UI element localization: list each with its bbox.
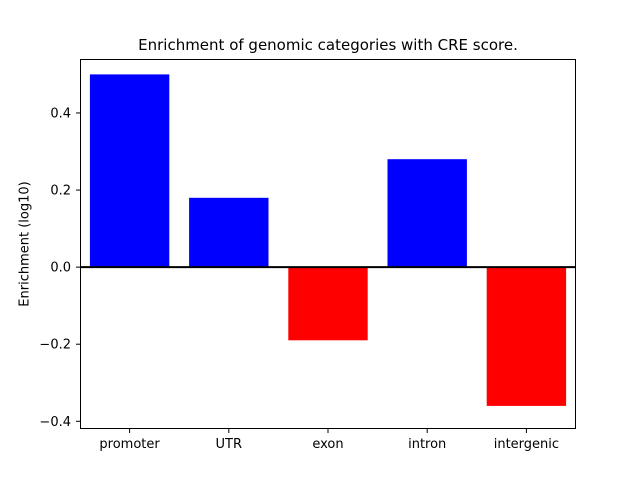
y-tick-label: 0.4 bbox=[50, 106, 71, 121]
y-axis-label: Enrichment (log10) bbox=[17, 181, 33, 307]
x-tick-label: UTR bbox=[216, 437, 243, 452]
y-tick-label: 0.0 bbox=[50, 261, 71, 276]
chart-title: Enrichment of genomic categories with CR… bbox=[138, 36, 518, 54]
x-tick-label: promoter bbox=[99, 437, 160, 452]
x-tick-label: intergenic bbox=[494, 437, 559, 452]
x-tick-label: exon bbox=[312, 437, 343, 452]
bar-exon bbox=[288, 267, 368, 341]
bar-UTR bbox=[189, 197, 269, 268]
bar-promoter bbox=[89, 74, 170, 268]
y-tick-label: −0.4 bbox=[39, 415, 71, 430]
bar-intergenic bbox=[486, 267, 567, 406]
axes-frame bbox=[80, 59, 576, 429]
y-tick-label: −0.2 bbox=[39, 338, 71, 353]
x-tick-label: intron bbox=[408, 437, 446, 452]
bar-intron bbox=[387, 159, 467, 268]
y-tick-label: 0.2 bbox=[50, 184, 71, 199]
